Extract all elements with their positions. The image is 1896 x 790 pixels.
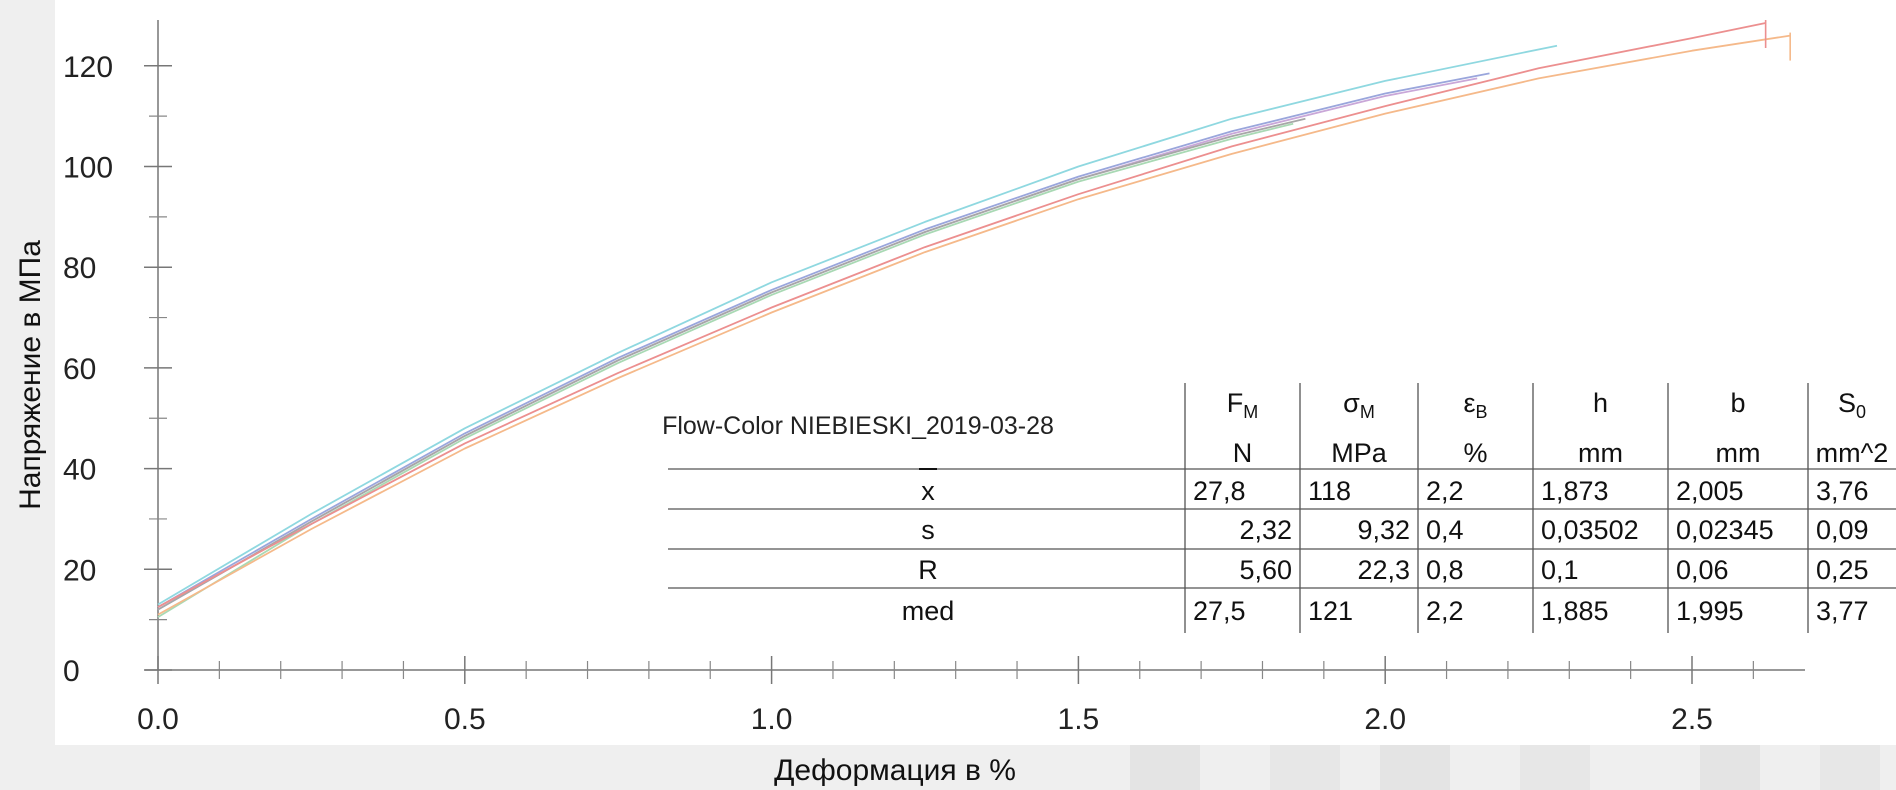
table-row-label: med [902, 596, 955, 626]
end-markers [1764, 20, 1791, 61]
column-symbol-sub: 0 [1856, 402, 1866, 422]
table-cell: 0,4 [1426, 515, 1464, 545]
column-symbol-main: σ [1343, 388, 1360, 418]
table-cell: 3,77 [1816, 596, 1869, 626]
table-cell: 5,60 [1239, 555, 1292, 585]
table-cell: 1,885 [1541, 596, 1609, 626]
x-tick-label: 2.0 [1364, 703, 1406, 736]
column-symbol-main: h [1593, 388, 1608, 418]
x-axis: 0.0 0.5 1.0 1.5 2.0 2.5 [137, 656, 1805, 736]
y-tick-label: 0 [63, 655, 80, 688]
column-unit: mm [1578, 438, 1623, 468]
column-symbol: σM [1343, 388, 1375, 422]
x-tick-label: 1.0 [751, 703, 793, 736]
column-symbol-main: F [1227, 388, 1244, 418]
x-tick-label: 0.5 [444, 703, 486, 736]
table-cell: 2,005 [1676, 476, 1744, 506]
series-line-5 [157, 117, 1306, 611]
series-line-6 [157, 22, 1766, 608]
x-tick-label: 2.5 [1671, 703, 1713, 736]
results-table: Flow-Color NIEBIESKI_2019-03-28 FMNσMMPa… [662, 383, 1896, 633]
column-symbol: S0 [1838, 388, 1866, 422]
y-tick-label: 20 [63, 554, 96, 587]
table-row-label: x [921, 476, 935, 506]
table-cell: 1,873 [1541, 476, 1609, 506]
table-cell: 22,3 [1357, 555, 1410, 585]
column-symbol-main: b [1730, 388, 1745, 418]
column-symbol-sub: B [1476, 402, 1488, 422]
table-cell: 0,02345 [1676, 515, 1774, 545]
column-unit: N [1233, 438, 1253, 468]
table-row-label: s [921, 515, 935, 545]
table-cell: 0,25 [1816, 555, 1869, 585]
table-cell: 27,5 [1193, 596, 1246, 626]
column-unit: mm [1716, 438, 1761, 468]
column-symbol-sub: M [1243, 402, 1258, 422]
y-axis: 0 20 40 60 80 100 120 [63, 20, 172, 688]
column-unit: mm^2 [1816, 438, 1889, 468]
x-tick-label: 0.0 [137, 703, 179, 736]
table-cell: 0,03502 [1541, 515, 1639, 545]
table-cell: 121 [1308, 596, 1353, 626]
table-cell: 1,995 [1676, 596, 1744, 626]
column-symbol: FM [1227, 388, 1259, 422]
plot-panel [55, 0, 1896, 745]
y-tick-label: 120 [63, 51, 113, 84]
series-line-2 [157, 72, 1490, 608]
x-tick-label: 1.5 [1058, 703, 1100, 736]
column-symbol-sub: M [1360, 402, 1375, 422]
y-tick-label: 100 [63, 152, 113, 185]
y-tick-label: 80 [63, 252, 96, 285]
table-cell: 0,09 [1816, 515, 1869, 545]
table-cell: 2,2 [1426, 596, 1464, 626]
table-cell: 0,8 [1426, 555, 1464, 585]
y-tick-label: 40 [63, 454, 96, 487]
series-line-1 [157, 44, 1558, 606]
column-symbol-main: ε [1463, 388, 1475, 418]
table-cell: 27,8 [1193, 476, 1246, 506]
table-row-label: R [918, 555, 938, 585]
column-symbol: h [1593, 388, 1608, 418]
column-symbol-main: S [1838, 388, 1856, 418]
table-cell: 2,2 [1426, 476, 1464, 506]
column-symbol: εB [1463, 388, 1487, 422]
table-cell: 0,06 [1676, 555, 1729, 585]
x-axis-title: Деформация в % [774, 754, 1016, 787]
column-unit: MPa [1331, 438, 1388, 468]
y-tick-label: 60 [63, 353, 96, 386]
table-cell: 3,76 [1816, 476, 1869, 506]
series-group [157, 22, 1791, 618]
series-line-4 [157, 122, 1294, 618]
series-line-7 [157, 34, 1791, 616]
column-unit: % [1463, 438, 1487, 468]
y-axis-title: Напряжение в МПа [14, 240, 47, 510]
table-cell: 0,1 [1541, 555, 1579, 585]
table-cell: 2,32 [1239, 515, 1292, 545]
sample-name: Flow-Color NIEBIESKI_2019-03-28 [662, 412, 1054, 440]
column-symbol: b [1730, 388, 1745, 418]
table-cell: 9,32 [1357, 515, 1410, 545]
table-cell: 118 [1308, 476, 1351, 506]
